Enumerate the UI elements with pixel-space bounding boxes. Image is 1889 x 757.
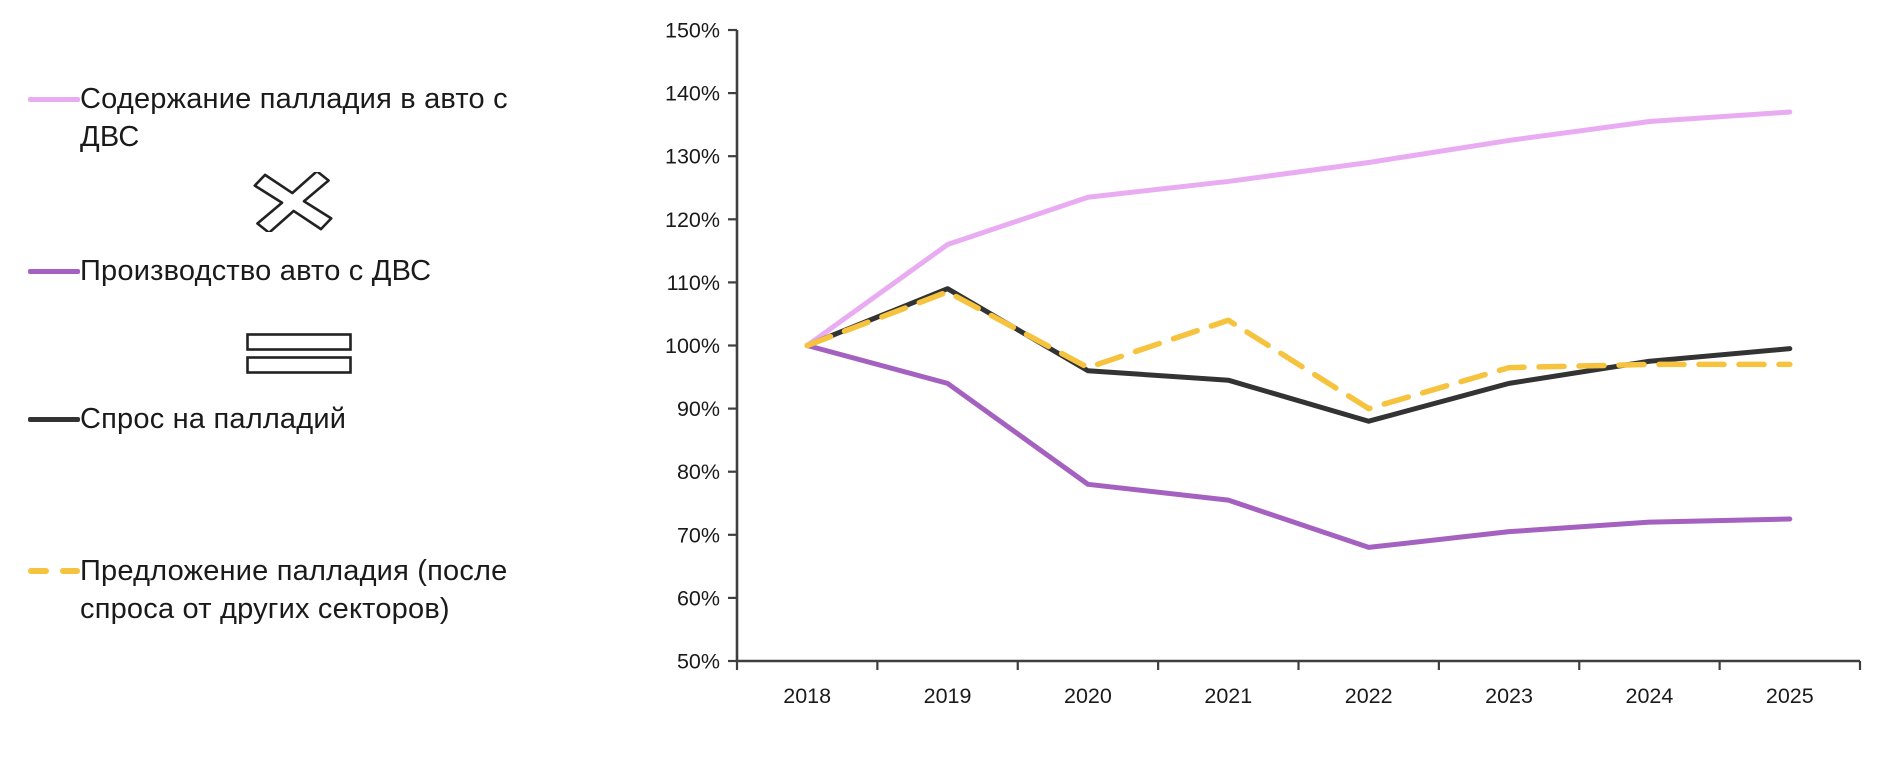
legend-swatch-pink-line (28, 97, 80, 102)
y-tick-label: 120% (665, 208, 720, 232)
x-tick-label: 2025 (1766, 684, 1814, 708)
y-tick-label: 90% (677, 397, 720, 421)
legend-swatch-black-line (28, 417, 80, 422)
x-tick-label: 2022 (1345, 684, 1393, 708)
legend-item-ice-car-production: Производство авто с ДВС (28, 252, 538, 290)
series-line-0 (804, 109, 1793, 348)
legend-item-palladium-demand: Спрос на палладий (28, 400, 538, 438)
legend-item-palladium-supply: Предложение палладия (после спроса от др… (28, 552, 538, 628)
y-tick-label: 100% (665, 334, 720, 358)
series-line-3 (804, 289, 1793, 412)
series-line-1 (804, 343, 1793, 550)
chart-legend: Содержание палладия в авто с ДВС Произво… (0, 0, 560, 757)
series-line-2 (804, 286, 1793, 424)
x-tick-label: 2018 (783, 684, 831, 708)
multiply-icon (253, 169, 333, 237)
y-tick-label: 110% (667, 271, 720, 295)
equals-icon (246, 333, 352, 380)
x-tick-label: 2023 (1485, 684, 1533, 708)
x-tick-label: 2024 (1626, 684, 1674, 708)
y-tick-label: 130% (665, 145, 720, 169)
y-tick-label: 60% (677, 586, 720, 610)
axes (735, 30, 1860, 663)
y-tick-label: 80% (677, 460, 720, 484)
x-tick-label: 2021 (1204, 684, 1252, 708)
x-tick-label: 2020 (1064, 684, 1112, 708)
legend-item-palladium-content: Содержание палладия в авто с ДВС (28, 80, 538, 156)
legend-swatch-purple-line (28, 269, 80, 274)
legend-label-palladium-supply: Предложение палладия (после спроса от др… (80, 555, 508, 625)
y-tick-label: 50% (677, 650, 720, 674)
y-tick-label: 70% (677, 523, 720, 547)
legend-swatch-yellow-dashed-line (28, 568, 80, 574)
y-tick-label: 140% (665, 82, 720, 106)
legend-label-ice-car-production: Производство авто с ДВС (80, 255, 432, 287)
legend-label-palladium-demand: Спрос на палладий (80, 403, 347, 435)
y-tick-label: 150% (665, 19, 720, 43)
x-tick-label: 2019 (924, 684, 972, 708)
legend-label-palladium-content: Содержание палладия в авто с ДВС (80, 83, 508, 153)
